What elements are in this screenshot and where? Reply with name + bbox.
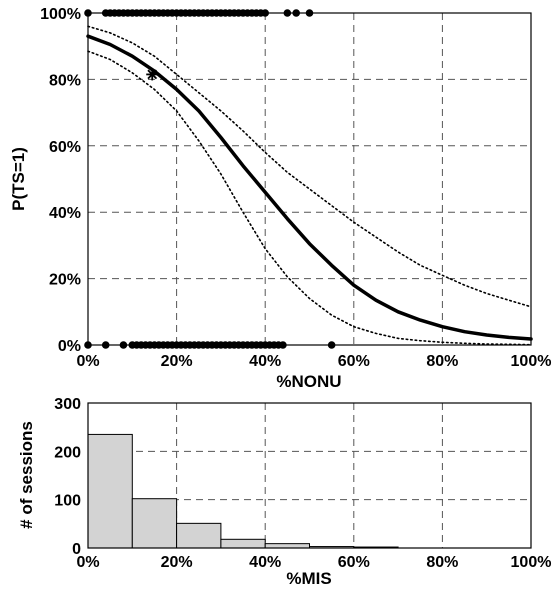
bottom-ytick-label: 300 xyxy=(54,396,81,413)
top-xtick-label: 80% xyxy=(426,353,458,370)
bottom-xtick-label: 60% xyxy=(338,554,370,571)
top-ytick-label: 80% xyxy=(49,72,81,89)
bottom-frame xyxy=(87,402,532,549)
top-xtick-label: 40% xyxy=(249,353,281,370)
top-ytick-label: 0% xyxy=(58,338,81,355)
histogram-bar xyxy=(220,538,266,549)
bottom-ytick-label: 200 xyxy=(54,444,81,461)
bottom-bars xyxy=(87,433,399,549)
top-tick-labels: 0% 20% 40% 60% 80% 100% 0% 20% 40% 60% 80% 100% xyxy=(40,6,551,370)
bottom-plot: 0% 20% 40% 60% 80% 100% 0 100 200 300 %MIS # of s… xyxy=(17,396,551,588)
bottom-xtick-label: 40% xyxy=(249,554,281,571)
confidence-bound-curve xyxy=(87,25,532,308)
histogram-bar xyxy=(264,543,311,549)
bottom-xlabel: %MIS xyxy=(286,569,331,588)
top-ytick-label: 40% xyxy=(49,205,81,222)
top-ylabel: P(TS=1) xyxy=(9,147,28,211)
bottom-ytick-label: 100 xyxy=(54,493,81,510)
top-plot: 0% 20% 40% 60% 80% 100% 0% 20% 40% 60% 80% 100% %NO… xyxy=(9,6,551,391)
top-xtick-label: 20% xyxy=(161,353,193,370)
top-ytick-label: 60% xyxy=(49,139,81,156)
top-ytick-label: 100% xyxy=(40,6,81,23)
bottom-xtick-label: 20% xyxy=(161,554,193,571)
bottom-ylabel: # of sessions xyxy=(17,421,36,529)
histogram-bar xyxy=(131,498,178,549)
bottom-tick-labels: 0% 20% 40% 60% 80% 100% 0 100 200 300 xyxy=(54,396,551,571)
bottom-ytick-label: 0 xyxy=(72,541,81,558)
bottom-xtick-label: 100% xyxy=(511,554,552,571)
histogram-bar xyxy=(176,522,222,549)
top-marker xyxy=(146,68,159,81)
asterisk-marker-stroke xyxy=(147,69,158,80)
bottom-xtick-label: 0% xyxy=(76,554,99,571)
top-ytick-label: 20% xyxy=(49,272,81,289)
confidence-bound-curve xyxy=(87,50,532,346)
top-xtick-label: 100% xyxy=(511,353,552,370)
top-points xyxy=(84,9,336,349)
top-xtick-label: 0% xyxy=(76,353,99,370)
top-grid xyxy=(88,13,531,345)
fitted-curve xyxy=(86,34,533,341)
top-frame xyxy=(87,12,532,346)
bottom-xtick-label: 80% xyxy=(426,554,458,571)
top-xtick-label: 60% xyxy=(338,353,370,370)
histogram-bar xyxy=(87,433,133,549)
top-xlabel: %NONU xyxy=(276,372,341,391)
top-curves xyxy=(86,25,533,346)
